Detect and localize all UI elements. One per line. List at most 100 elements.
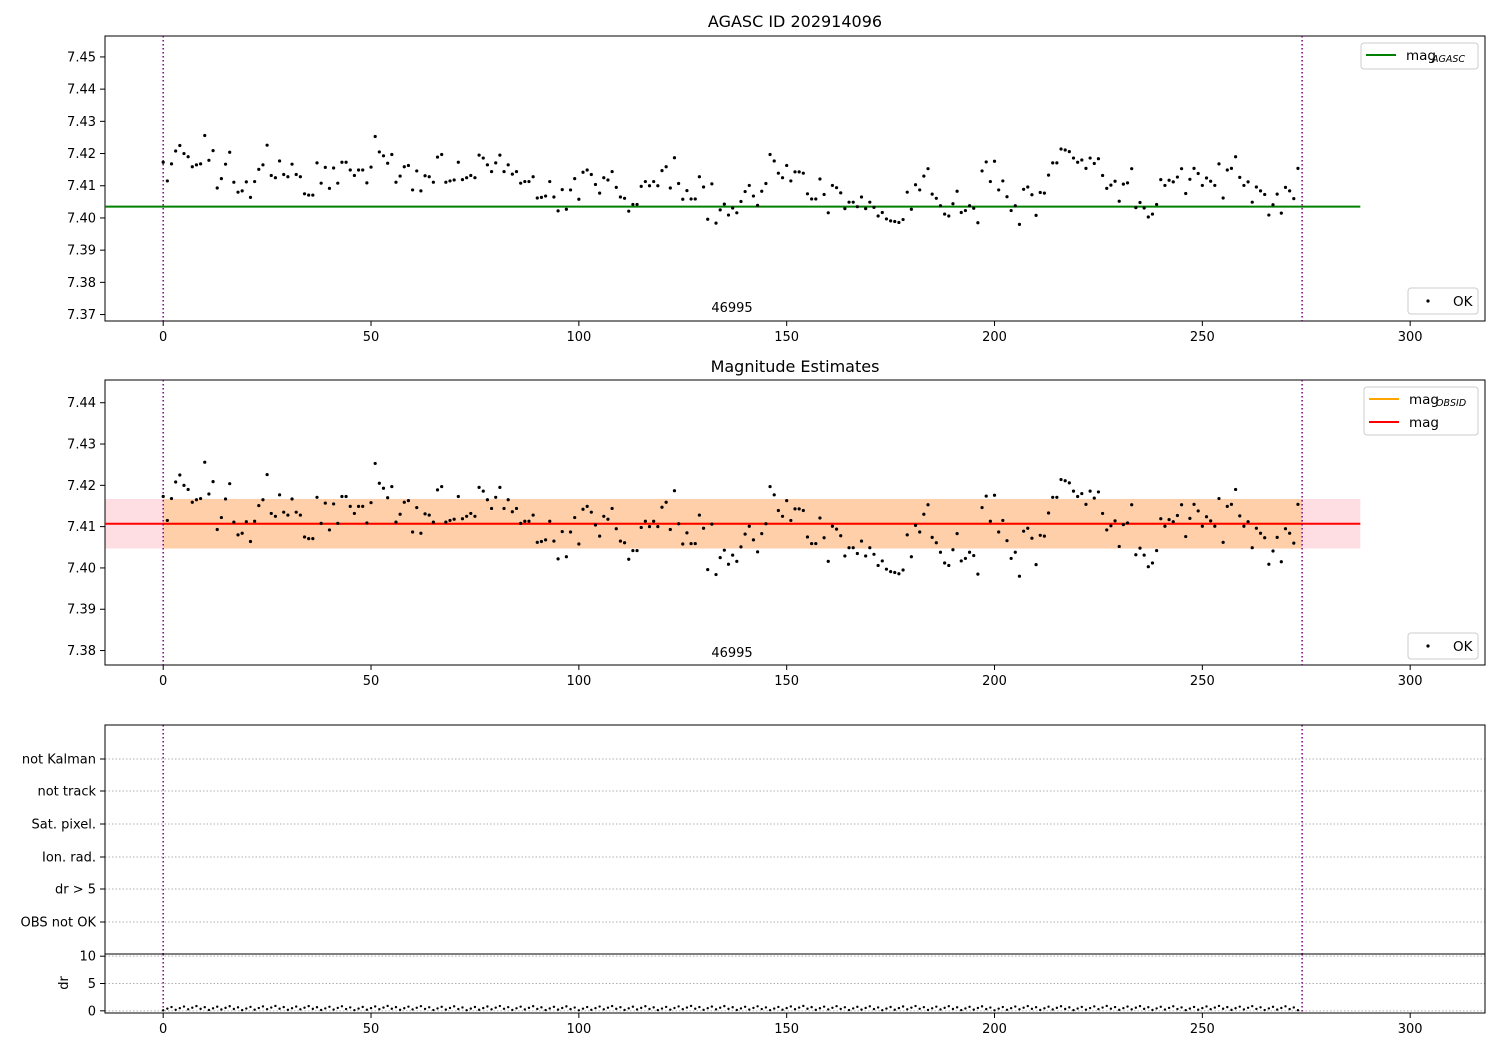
data-point	[889, 219, 893, 223]
data-point	[194, 498, 199, 502]
data-point	[992, 159, 997, 163]
y-tick-label: 7.40	[67, 561, 96, 576]
data-point	[785, 499, 789, 503]
data-point	[190, 500, 194, 504]
dr-point	[390, 1007, 394, 1010]
data-point	[257, 167, 261, 171]
obsid-label: 46995	[711, 301, 752, 316]
data-point	[1292, 541, 1296, 545]
data-point	[377, 150, 381, 154]
dr-point	[951, 1007, 955, 1011]
data-point	[506, 498, 510, 502]
y-tick-label: 7.44	[67, 396, 96, 411]
dr-point	[428, 1006, 431, 1009]
dr-point	[1284, 1005, 1287, 1008]
dr-point	[511, 1008, 514, 1012]
dr-point	[240, 1008, 244, 1012]
data-point	[444, 520, 448, 524]
dr-point	[1147, 1006, 1150, 1009]
y-tick-label: 7.42	[67, 147, 96, 162]
data-point	[406, 499, 411, 503]
dr-point	[319, 1008, 323, 1012]
data-point	[564, 555, 568, 559]
data-point	[681, 197, 685, 201]
data-point	[747, 524, 751, 528]
data-point	[926, 503, 930, 507]
data-point	[689, 541, 693, 546]
data-point	[307, 537, 311, 541]
data-point	[244, 520, 248, 524]
data-point	[398, 512, 402, 516]
data-point	[876, 214, 880, 218]
dr-point	[677, 1005, 680, 1008]
data-point	[685, 531, 689, 535]
data-point	[1163, 524, 1167, 528]
data-point	[818, 516, 822, 520]
data-point	[535, 540, 539, 544]
dr-point	[822, 1005, 826, 1008]
dr-point	[1217, 1004, 1221, 1008]
data-point	[706, 567, 710, 572]
dr-point	[964, 1007, 967, 1010]
dr-point	[1205, 1005, 1208, 1008]
data-point	[548, 179, 552, 184]
dr-point	[594, 1006, 597, 1010]
data-point	[664, 500, 668, 504]
data-point	[527, 519, 531, 523]
dr-point	[506, 1005, 510, 1009]
data-point	[897, 572, 901, 576]
data-point	[622, 541, 627, 545]
data-point	[764, 181, 768, 186]
data-point	[963, 556, 968, 561]
dr-point	[307, 1004, 310, 1008]
dr-point	[465, 1009, 468, 1012]
dr-point	[432, 1008, 435, 1012]
data-point	[776, 171, 780, 175]
data-point	[934, 196, 938, 200]
dr-point	[619, 1006, 622, 1009]
data-point	[294, 510, 298, 514]
dr-point	[926, 1008, 930, 1012]
data-point	[298, 175, 302, 179]
data-point	[178, 473, 182, 477]
flag-category-label: not track	[37, 785, 96, 800]
dr-point	[565, 1005, 568, 1008]
data-point	[369, 501, 373, 505]
dr-point	[781, 1008, 784, 1011]
data-point	[344, 494, 348, 499]
data-point	[481, 156, 485, 160]
dr-point	[581, 1007, 585, 1010]
flag-category-label: dr > 5	[55, 883, 96, 898]
legend-label: OK	[1453, 639, 1474, 655]
dr-point	[714, 1008, 718, 1011]
dr-point	[864, 1006, 867, 1010]
data-point	[1234, 487, 1238, 492]
data-point	[660, 505, 664, 509]
dr-point	[615, 1007, 618, 1011]
data-point	[1113, 179, 1117, 183]
dr-point	[835, 1004, 838, 1008]
data-point	[739, 199, 743, 204]
data-point	[527, 179, 531, 184]
axes-frame	[104, 35, 1486, 322]
dr-point	[519, 1005, 522, 1008]
axes-frame	[104, 379, 1486, 666]
data-point	[240, 189, 244, 193]
data-point	[573, 177, 577, 181]
data-point	[664, 165, 668, 169]
data-point	[718, 556, 722, 560]
data-point	[1146, 565, 1150, 569]
data-point	[1175, 513, 1180, 518]
x-tick-label: 0	[159, 1022, 167, 1037]
data-point	[789, 179, 793, 183]
data-point	[415, 169, 419, 173]
data-point	[976, 221, 980, 225]
dr-point	[1196, 1008, 1200, 1011]
legend-box	[1360, 42, 1479, 70]
dr-point	[561, 1006, 564, 1010]
data-point	[1005, 539, 1009, 543]
dr-point	[868, 1005, 872, 1008]
data-point	[1283, 185, 1288, 189]
data-point	[1179, 503, 1184, 507]
data-point	[311, 537, 315, 541]
